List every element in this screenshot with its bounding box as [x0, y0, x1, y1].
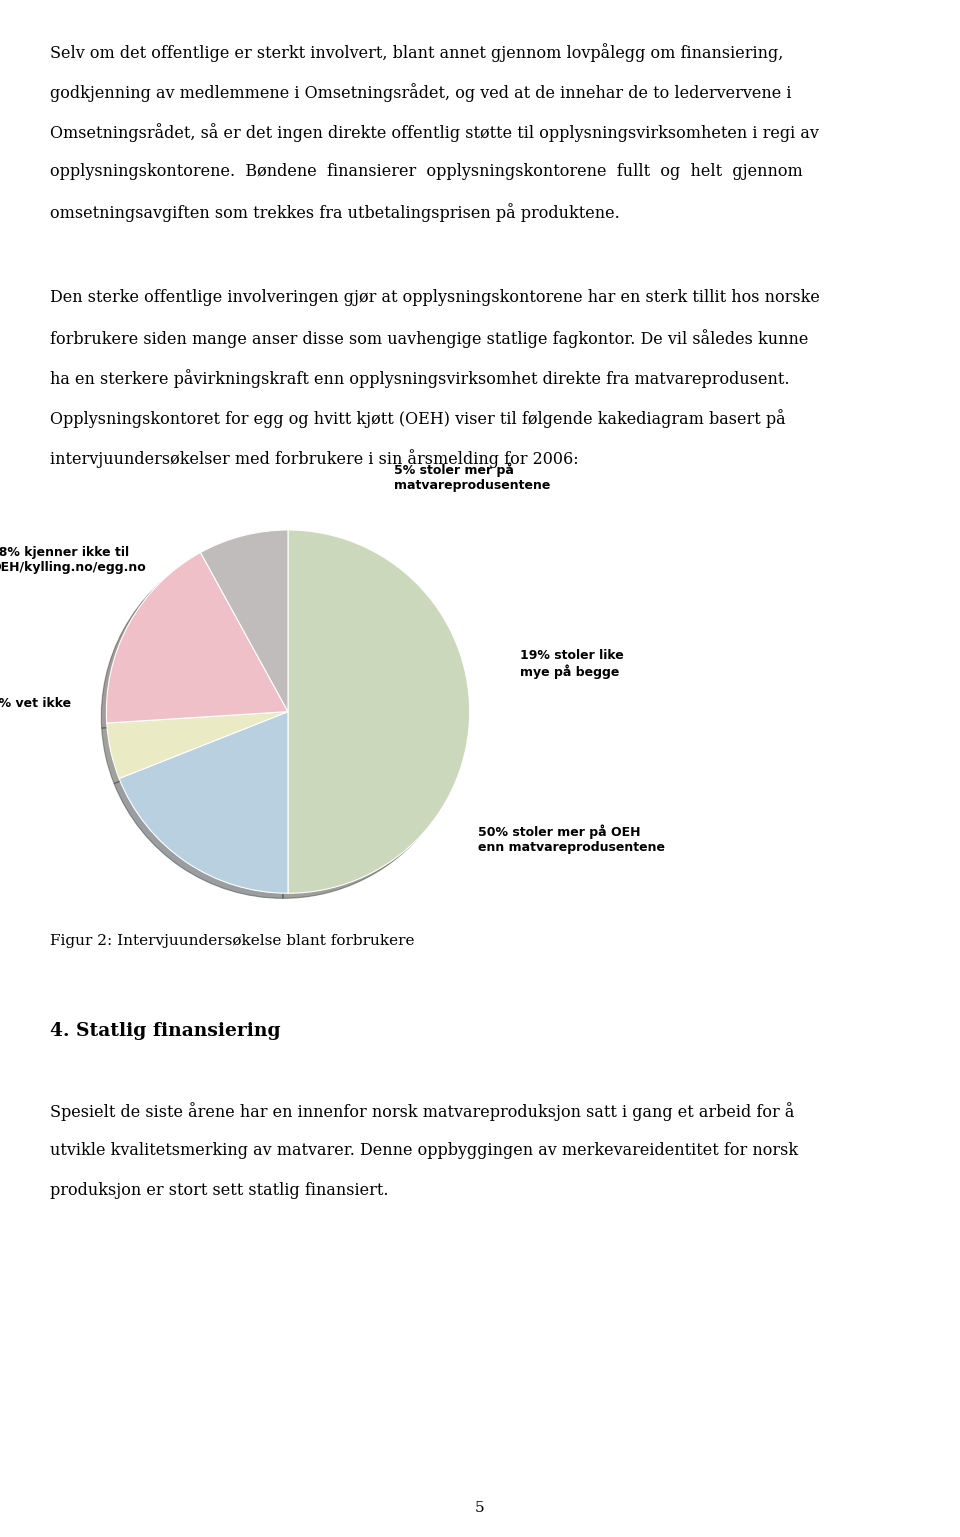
Text: intervjuundersøkelser med forbrukere i sin årsmelding for 2006:: intervjuundersøkelser med forbrukere i s…	[50, 449, 579, 467]
Wedge shape	[201, 530, 288, 712]
Text: 5: 5	[475, 1502, 485, 1515]
Text: 5% stoler mer på
matvareprodusentene: 5% stoler mer på matvareprodusentene	[394, 463, 550, 492]
Text: Spesielt de siste årene har en innenfor norsk matvareproduksjon satt i gang et a: Spesielt de siste årene har en innenfor …	[50, 1102, 794, 1120]
Text: produksjon er stort sett statlig finansiert.: produksjon er stort sett statlig finansi…	[50, 1182, 389, 1199]
Wedge shape	[107, 712, 288, 779]
Text: Omsetningsrådet, så er det ingen direkte offentlig støtte til opplysningsvirksom: Omsetningsrådet, så er det ingen direkte…	[50, 123, 819, 141]
Text: opplysningskontorene.  Bøndene  finansierer  opplysningskontorene  fullt  og  he: opplysningskontorene. Bøndene finansiere…	[50, 163, 803, 180]
Text: utvikle kvalitetsmerking av matvarer. Denne oppbyggingen av merkevareidentitet f: utvikle kvalitetsmerking av matvarer. De…	[50, 1142, 798, 1159]
Wedge shape	[288, 530, 469, 893]
Text: ha en sterkere påvirkningskraft enn opplysningsvirksomhet direkte fra matvarepro: ha en sterkere påvirkningskraft enn oppl…	[50, 369, 789, 387]
Text: forbrukere siden mange anser disse som uavhengige statlige fagkontor. De vil sål: forbrukere siden mange anser disse som u…	[50, 329, 808, 347]
Text: godkjenning av medlemmene i Omsetningsrådet, og ved at de innehar de to lederver: godkjenning av medlemmene i Omsetningsrå…	[50, 83, 791, 101]
Text: 18% kjenner ikke til
OEH/kylling.no/egg.no: 18% kjenner ikke til OEH/kylling.no/egg.…	[0, 546, 146, 573]
Text: Selv om det offentlige er sterkt involvert, blant annet gjennom lovpålegg om fin: Selv om det offentlige er sterkt involve…	[50, 43, 783, 61]
Text: omsetningsavgiften som trekkes fra utbetalingsprisen på produktene.: omsetningsavgiften som trekkes fra utbet…	[50, 203, 619, 221]
Wedge shape	[119, 712, 288, 893]
Text: 8% vet ikke: 8% vet ikke	[0, 698, 72, 710]
Wedge shape	[107, 552, 288, 722]
Text: 50% stoler mer på OEH
enn matvareprodusentene: 50% stoler mer på OEH enn matvareproduse…	[478, 825, 665, 855]
Text: Den sterke offentlige involveringen gjør at opplysningskontorene har en sterk ti: Den sterke offentlige involveringen gjør…	[50, 289, 820, 306]
Text: 19% stoler like
mye på begge: 19% stoler like mye på begge	[520, 649, 624, 679]
Text: Opplysningskontoret for egg og hvitt kjøtt (OEH) viser til følgende kakediagram : Opplysningskontoret for egg og hvitt kjø…	[50, 409, 785, 427]
Text: Figur 2: Intervjuundersøkelse blant forbrukere: Figur 2: Intervjuundersøkelse blant forb…	[50, 934, 415, 948]
Text: 4. Statlig finansiering: 4. Statlig finansiering	[50, 1022, 280, 1041]
